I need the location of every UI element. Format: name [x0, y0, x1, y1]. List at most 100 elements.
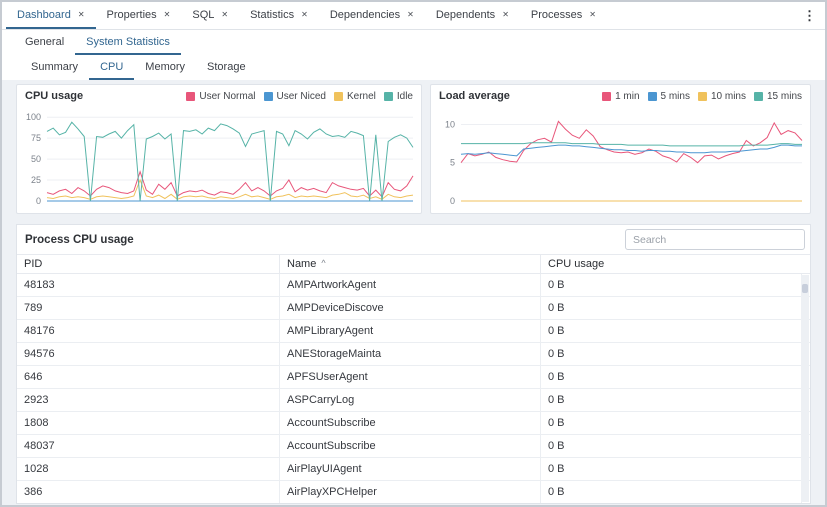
svg-text:75: 75 — [31, 133, 41, 143]
table-cell: 386 — [17, 481, 280, 503]
load-average-chart: 0 5 10 — [445, 119, 803, 206]
table-cell: ASPCarryLog — [280, 389, 541, 411]
process-table-body: 48183 AMPArtworkAgent 0 B 789 AMPDeviceDisco… — [17, 274, 810, 503]
legend-swatch — [602, 91, 612, 101]
tab-general[interactable]: General — [14, 30, 75, 55]
table-cell: 0 B — [541, 274, 802, 296]
table-cell: 0 B — [541, 481, 802, 503]
column-header-cpu-usage[interactable]: CPU usage — [541, 255, 810, 273]
legend-swatch — [186, 91, 196, 101]
table-cell: 0 B — [541, 435, 802, 457]
table-cell: AirPlayXPCHelper — [280, 481, 541, 503]
legend-item-user-niced: User Niced — [263, 90, 326, 102]
table-row[interactable]: 48183 AMPArtworkAgent 0 B — [17, 274, 810, 297]
tab-storage[interactable]: Storage — [196, 55, 257, 80]
process-cpu-usage-panel: Process CPU usage PID Name ^ CPU usage 4818… — [16, 224, 811, 504]
scrollbar-thumb[interactable] — [802, 284, 808, 293]
table-cell: AMPArtworkAgent — [280, 274, 541, 296]
close-icon[interactable]: ✕ — [407, 9, 414, 19]
legend-swatch — [333, 91, 343, 101]
legend-item-15-mins: 15 mins — [753, 91, 802, 102]
close-icon[interactable]: ✕ — [589, 9, 596, 19]
svg-text:25: 25 — [31, 175, 41, 185]
process-table-header: PID Name ^ CPU usage — [17, 254, 810, 274]
tab-summary[interactable]: Summary — [20, 55, 89, 80]
close-icon[interactable]: ✕ — [502, 9, 509, 19]
table-cell: 789 — [17, 297, 280, 319]
load-average-header: Load average 1 min 5 mins 10 mins 15 mins — [431, 85, 810, 107]
column-label: CPU usage — [548, 258, 605, 270]
tab-label: Processes — [530, 8, 583, 21]
table-row[interactable]: 48037 AccountSubscribe 0 B — [17, 435, 810, 458]
tab-system-statistics[interactable]: System Statistics — [75, 30, 181, 55]
table-cell: ANEStorageMainta — [280, 343, 541, 365]
table-cell: AccountSubscribe — [280, 412, 541, 434]
table-row[interactable]: 1028 AirPlayUIAgent 0 B — [17, 458, 810, 481]
table-cell: 1808 — [17, 412, 280, 434]
tab-label: Summary — [31, 60, 79, 73]
table-cell: 0 B — [541, 320, 802, 342]
kebab-menu-icon[interactable]: ⋮ — [803, 7, 816, 23]
legend-label: Kernel — [346, 90, 376, 102]
table-cell: 0 B — [541, 458, 802, 480]
legend-item-10-mins: 10 mins — [697, 91, 746, 102]
legend-item-user-normal: User Normal — [186, 90, 256, 102]
legend-swatch — [753, 91, 763, 101]
table-cell: 48183 — [17, 274, 280, 296]
table-row[interactable]: 94576 ANEStorageMainta 0 B — [17, 343, 810, 366]
table-cell: 94576 — [17, 343, 280, 365]
content-area: CPU usage User Normal User Niced Kernel Idl… — [2, 80, 825, 505]
tab-label: Storage — [207, 60, 246, 73]
tab-dependencies[interactable]: Dependencies ✕ — [319, 2, 425, 29]
tab-cpu[interactable]: CPU — [89, 55, 135, 80]
svg-text:0: 0 — [450, 196, 455, 206]
tab-label: Properties — [106, 8, 157, 21]
tab-label: SQL — [192, 8, 215, 21]
table-row[interactable]: 646 APFSUserAgent 0 B — [17, 366, 810, 389]
tab-dependents[interactable]: Dependents ✕ — [425, 2, 520, 29]
legend-label: User Normal — [199, 90, 256, 102]
tab-label: Statistics — [250, 8, 295, 21]
table-cell: AMPDeviceDiscove — [280, 297, 541, 319]
cpu-usage-title: CPU usage — [25, 90, 84, 102]
close-icon[interactable]: ✕ — [301, 9, 308, 19]
table-row[interactable]: 386 AirPlayXPCHelper 0 B — [17, 481, 810, 503]
table-cell: 48176 — [17, 320, 280, 342]
table-cell: 646 — [17, 366, 280, 388]
close-icon[interactable]: ✕ — [163, 9, 171, 19]
legend-label: Idle — [396, 90, 413, 102]
legend-swatch — [697, 91, 707, 101]
close-icon[interactable]: ✕ — [221, 9, 229, 19]
dashboard-tab-bar: General System Statistics — [2, 30, 825, 55]
tab-label: Dependencies — [329, 8, 401, 21]
tab-label: General — [25, 35, 65, 48]
tab-label: Memory — [145, 60, 186, 73]
table-row[interactable]: 48176 AMPLibraryAgent 0 B — [17, 320, 810, 343]
column-label: PID — [24, 258, 43, 270]
table-cell: AMPLibraryAgent — [280, 320, 541, 342]
tab-label: CPU — [100, 60, 124, 73]
table-row[interactable]: 2923 ASPCarryLog 0 B — [17, 389, 810, 412]
legend-label: User Niced — [276, 90, 326, 102]
close-icon[interactable]: ✕ — [77, 9, 85, 19]
column-header-name[interactable]: Name ^ — [280, 255, 541, 273]
tab-memory[interactable]: Memory — [134, 55, 196, 80]
table-scrollbar[interactable] — [801, 275, 809, 502]
table-cell: 0 B — [541, 366, 802, 388]
column-header-pid[interactable]: PID — [17, 255, 280, 273]
search-input[interactable] — [625, 229, 805, 250]
tab-processes[interactable]: Processes ✕ — [520, 2, 607, 29]
table-row[interactable]: 789 AMPDeviceDiscove 0 B — [17, 297, 810, 320]
table-row[interactable]: 1808 AccountSubscribe 0 B — [17, 412, 810, 435]
sort-asc-icon: ^ — [321, 258, 326, 268]
main-tabs: Dashboard ✕ Properties ✕ SQL ✕ Statistics ✕ Depe… — [6, 2, 607, 29]
tab-properties[interactable]: Properties ✕ — [96, 2, 182, 29]
table-cell: APFSUserAgent — [280, 366, 541, 388]
legend-swatch — [263, 91, 273, 101]
legend-label: 1 min — [615, 90, 640, 102]
tab-statistics[interactable]: Statistics ✕ — [239, 2, 319, 29]
tab-dashboard[interactable]: Dashboard ✕ — [6, 2, 96, 29]
tab-sql[interactable]: SQL ✕ — [181, 2, 239, 29]
tab-label: Dependents — [435, 8, 496, 21]
